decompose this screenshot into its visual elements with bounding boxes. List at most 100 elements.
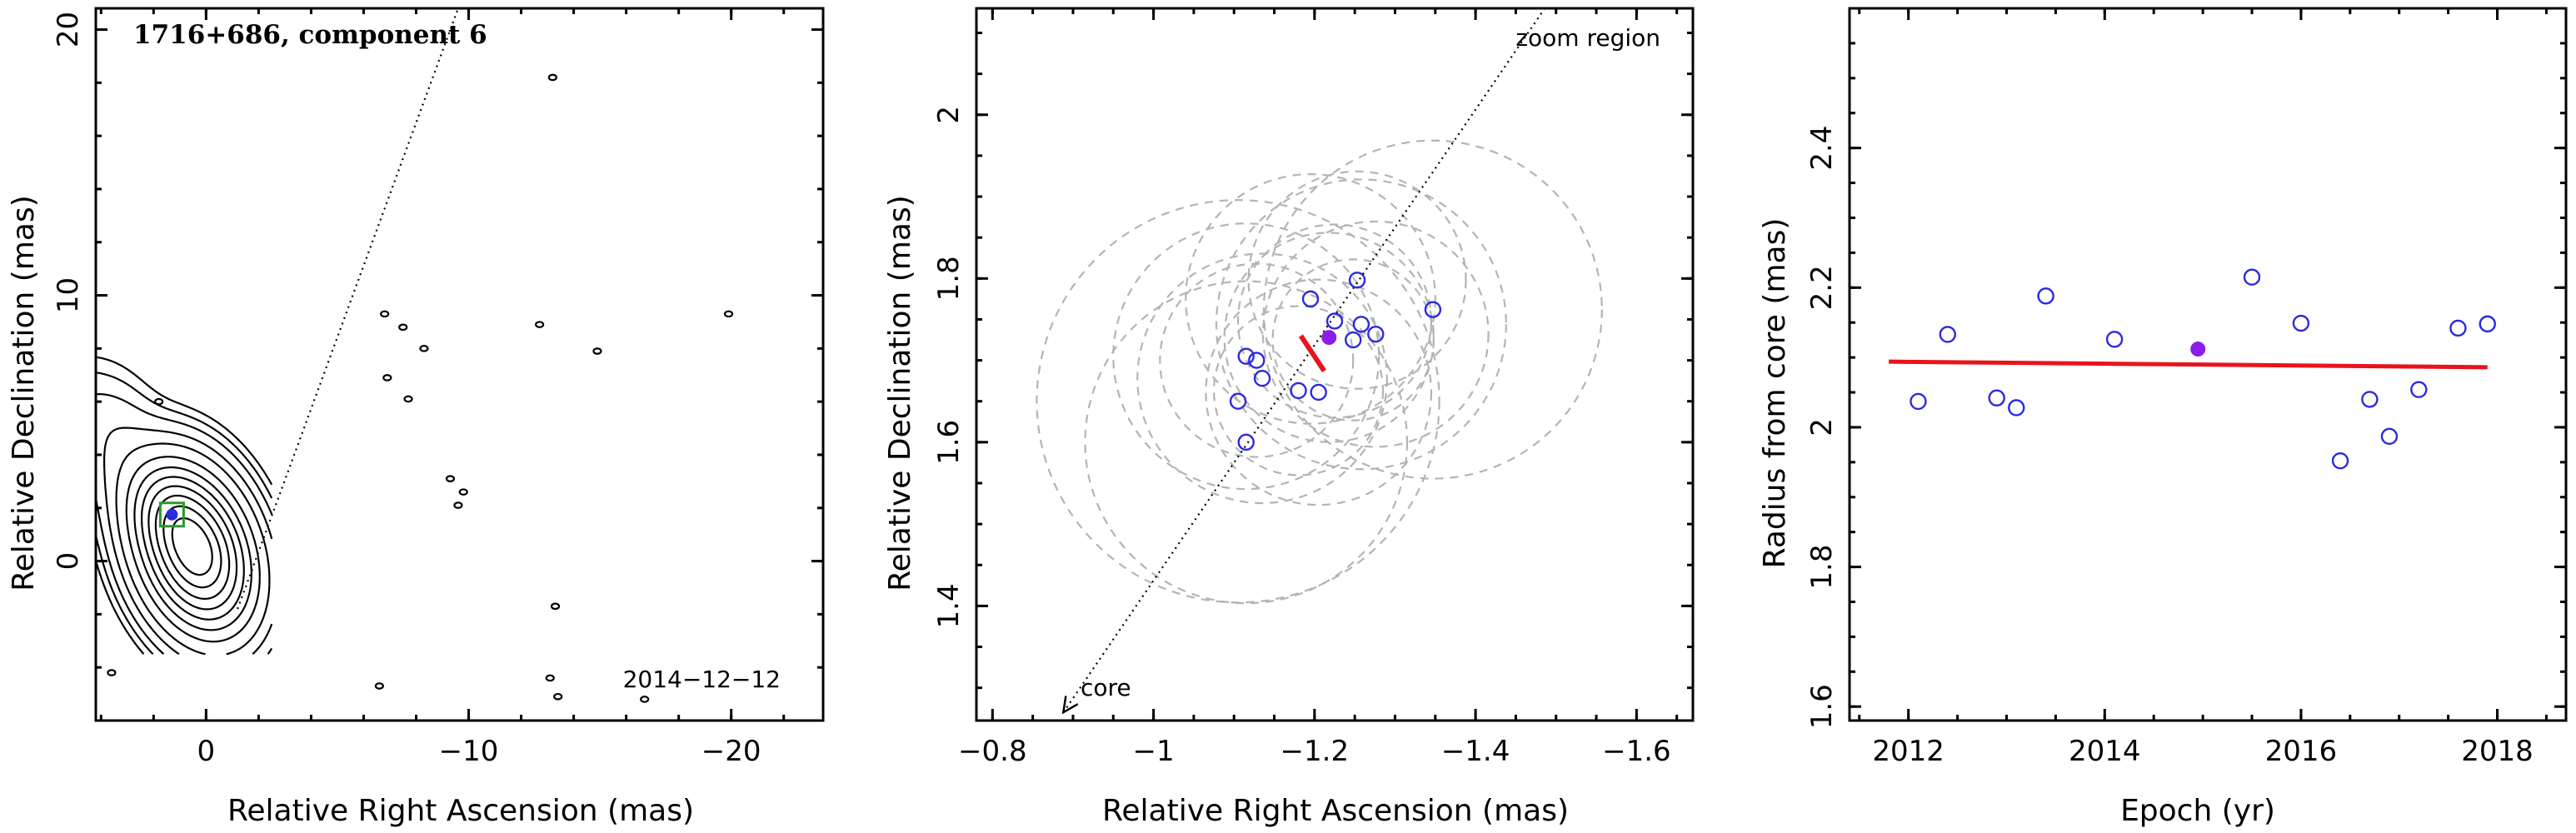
noise-contour <box>403 395 413 403</box>
uncertainty-circle <box>1223 232 1435 443</box>
uncertainty-circle <box>1159 262 1355 458</box>
noise-contour <box>640 696 650 703</box>
x-tick-label: −1.6 <box>1602 735 1671 768</box>
contour-map-plot-area <box>96 8 734 703</box>
radius-epoch-plot-area <box>1889 268 2496 470</box>
x-tick-label: 2014 <box>2069 735 2141 768</box>
noise-contour <box>374 682 384 690</box>
radius-point <box>1988 389 2005 407</box>
uncertainty-circle <box>1136 252 1388 505</box>
x-tick-label: −1.2 <box>1281 735 1350 768</box>
radius-point <box>2410 381 2428 398</box>
x-tick-label: 2018 <box>2461 735 2534 768</box>
core-direction-label: core <box>1081 674 1131 701</box>
y-tick-label: 1.6 <box>932 420 966 465</box>
radius-point <box>2243 268 2261 286</box>
uncertainty-circle <box>1262 139 1603 480</box>
x-tick-label: 2012 <box>1872 735 1944 768</box>
noise-contour <box>382 374 392 382</box>
x-tick-label: −1 <box>1133 735 1175 768</box>
zoom-region-label: zoom region <box>1515 24 1660 52</box>
component-position-point <box>166 508 178 521</box>
zoom-region-axes: −0.8 −1 −1.2 −1.4 −1.6 1.4 1.6 1.8 2 <box>932 7 1695 768</box>
x-tick-label: −10 <box>439 735 499 768</box>
noise-contour <box>419 345 429 352</box>
noise-contour <box>550 602 561 611</box>
y-tick-label: 1.8 <box>1805 545 1839 590</box>
jet-contour <box>103 426 273 656</box>
zoom-region-panel: −0.8 −1 −1.2 −1.4 −1.6 1.4 1.6 1.8 2 zoom region… <box>883 7 1695 828</box>
epoch-position-point <box>1310 383 1327 402</box>
epoch-date-label: 2014−12−12 <box>623 666 781 693</box>
y-tick-label: 1.6 <box>1805 684 1839 729</box>
epoch-position-point <box>1348 272 1366 289</box>
noise-contour <box>398 323 408 332</box>
plot-frame <box>1848 7 2568 722</box>
jet-contour <box>96 356 273 655</box>
uncertainty-circle <box>1215 178 1507 471</box>
jet-direction-line <box>237 8 459 610</box>
epoch-position-point <box>1290 382 1307 400</box>
radius-point <box>2449 319 2467 337</box>
jet-contour <box>125 456 261 643</box>
y-tick-label: 1.4 <box>932 583 966 628</box>
uncertainty-circle <box>1185 173 1436 425</box>
epoch-position-point <box>1237 347 1255 365</box>
zoom-region-y-axis-label: Relative Declination (mas) <box>883 195 917 591</box>
contour-map-panel: 0 −10 −20 0 10 20 1716+686, component 6 2014−… <box>7 7 825 828</box>
jet-contour <box>96 393 273 656</box>
y-tick-label: 2.4 <box>1805 126 1839 171</box>
uncertainty-circle <box>1112 222 1380 491</box>
epoch-position-point <box>1352 316 1370 333</box>
y-tick-label: 10 <box>52 277 85 313</box>
epoch-position-point <box>1253 370 1271 387</box>
radius-point <box>2479 315 2496 333</box>
uncertainty-circle <box>1084 280 1409 605</box>
noise-contour <box>547 73 557 82</box>
epoch-position-point <box>1345 331 1362 349</box>
radius-fit-line <box>1889 359 2488 370</box>
epoch-position-point <box>1237 433 1255 451</box>
jet-contour <box>133 466 252 631</box>
plot-frame <box>94 7 825 722</box>
contour-map-y-axis-label: Relative Declination (mas) <box>7 195 41 591</box>
jet-contour <box>154 494 231 600</box>
radius-epoch-axes: 2012 2014 2016 2018 1.6 1.8 2 2.2 2.4 <box>1805 7 2568 768</box>
contour-map-title: 1716+686, component 6 <box>133 20 487 50</box>
epoch-position-point <box>1248 352 1266 369</box>
noise-contour <box>545 674 555 682</box>
radius-point <box>2037 287 2054 305</box>
y-tick-label: 1.8 <box>932 256 966 301</box>
radius-point <box>1939 326 1957 343</box>
epoch-position-point <box>1424 301 1442 318</box>
uncertainty-circle <box>1247 170 1467 390</box>
radius-epoch-y-axis-label: Radius from core (mas) <box>1758 218 1792 569</box>
zoom-region-plot-area <box>1036 8 1603 715</box>
radius-point <box>2292 314 2310 332</box>
component-box <box>158 501 185 528</box>
uncertainty-circle <box>1261 220 1490 448</box>
epoch-position-point <box>1229 392 1247 410</box>
core-direction-line <box>1062 8 1546 713</box>
x-tick-label: −20 <box>701 735 761 768</box>
y-tick-label: 0 <box>52 552 85 571</box>
noise-contour <box>380 310 390 318</box>
y-tick-label: 2.2 <box>1805 265 1839 310</box>
epoch-position-point <box>1367 325 1385 343</box>
y-tick-label: 2 <box>1805 418 1839 436</box>
noise-contour <box>445 475 456 482</box>
y-tick-label: 2 <box>932 106 966 124</box>
x-tick-label: 0 <box>197 735 216 768</box>
radius-point <box>1910 392 1927 411</box>
uncertainty-circle <box>1271 258 1435 421</box>
fit-motion-segment <box>1298 334 1326 373</box>
contour-map-x-axis-label: Relative Right Ascension (mas) <box>227 794 694 828</box>
radius-point <box>2331 451 2349 470</box>
noise-contour <box>453 501 463 509</box>
noise-contour <box>592 347 602 355</box>
jet-contour <box>141 476 245 621</box>
noise-contour <box>535 321 545 328</box>
y-tick-label: 20 <box>52 12 85 47</box>
noise-contour <box>107 669 117 676</box>
core-arrowhead <box>1061 696 1079 715</box>
